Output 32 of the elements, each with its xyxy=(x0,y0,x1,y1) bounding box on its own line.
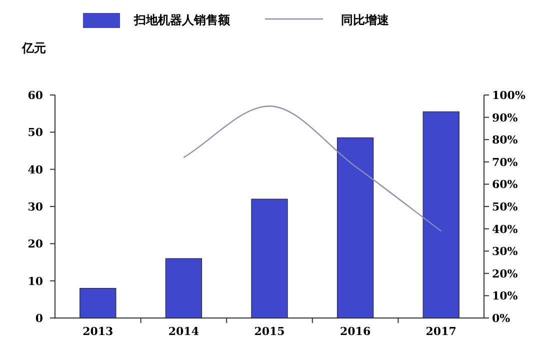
y2-tick-label: 30% xyxy=(492,245,518,258)
x-tick-label: 2013 xyxy=(82,325,114,338)
x-tick-label: 2014 xyxy=(168,325,200,338)
y2-tick-label: 100% xyxy=(492,89,526,102)
bar xyxy=(422,111,460,318)
y-tick-label: 0 xyxy=(35,312,44,325)
legend-label: 扫地机器人销售额 xyxy=(133,13,231,27)
x-tick-label: 2015 xyxy=(254,325,285,338)
y2-tick-label: 90% xyxy=(492,111,518,124)
y2-tick-label: 70% xyxy=(492,156,518,169)
y2-tick-label: 0% xyxy=(492,312,511,325)
y-tick-label: 30 xyxy=(28,200,44,214)
y-tick-label: 50 xyxy=(28,126,44,140)
x-tick-label: 2016 xyxy=(340,325,371,338)
y2-tick-label: 60% xyxy=(492,178,518,192)
y2-tick-label: 80% xyxy=(492,134,518,147)
y2-tick-label: 40% xyxy=(492,222,518,236)
bar xyxy=(80,288,116,318)
y2-tick-label: 20% xyxy=(492,267,518,280)
x-tick-label: 2017 xyxy=(426,325,456,338)
bar xyxy=(165,258,202,318)
y-tick-label: 60 xyxy=(28,89,44,102)
y-tick-label: 40 xyxy=(28,163,44,176)
line-series xyxy=(183,106,442,232)
legend-label: 同比增速 xyxy=(341,13,390,27)
y-axis-title: 亿元 xyxy=(21,41,46,55)
y-tick-label: 10 xyxy=(28,274,44,288)
y2-tick-label: 50% xyxy=(492,200,518,214)
bar xyxy=(251,198,288,318)
bar xyxy=(336,137,374,318)
y2-tick-label: 10% xyxy=(492,290,518,303)
y-tick-label: 20 xyxy=(28,238,44,251)
